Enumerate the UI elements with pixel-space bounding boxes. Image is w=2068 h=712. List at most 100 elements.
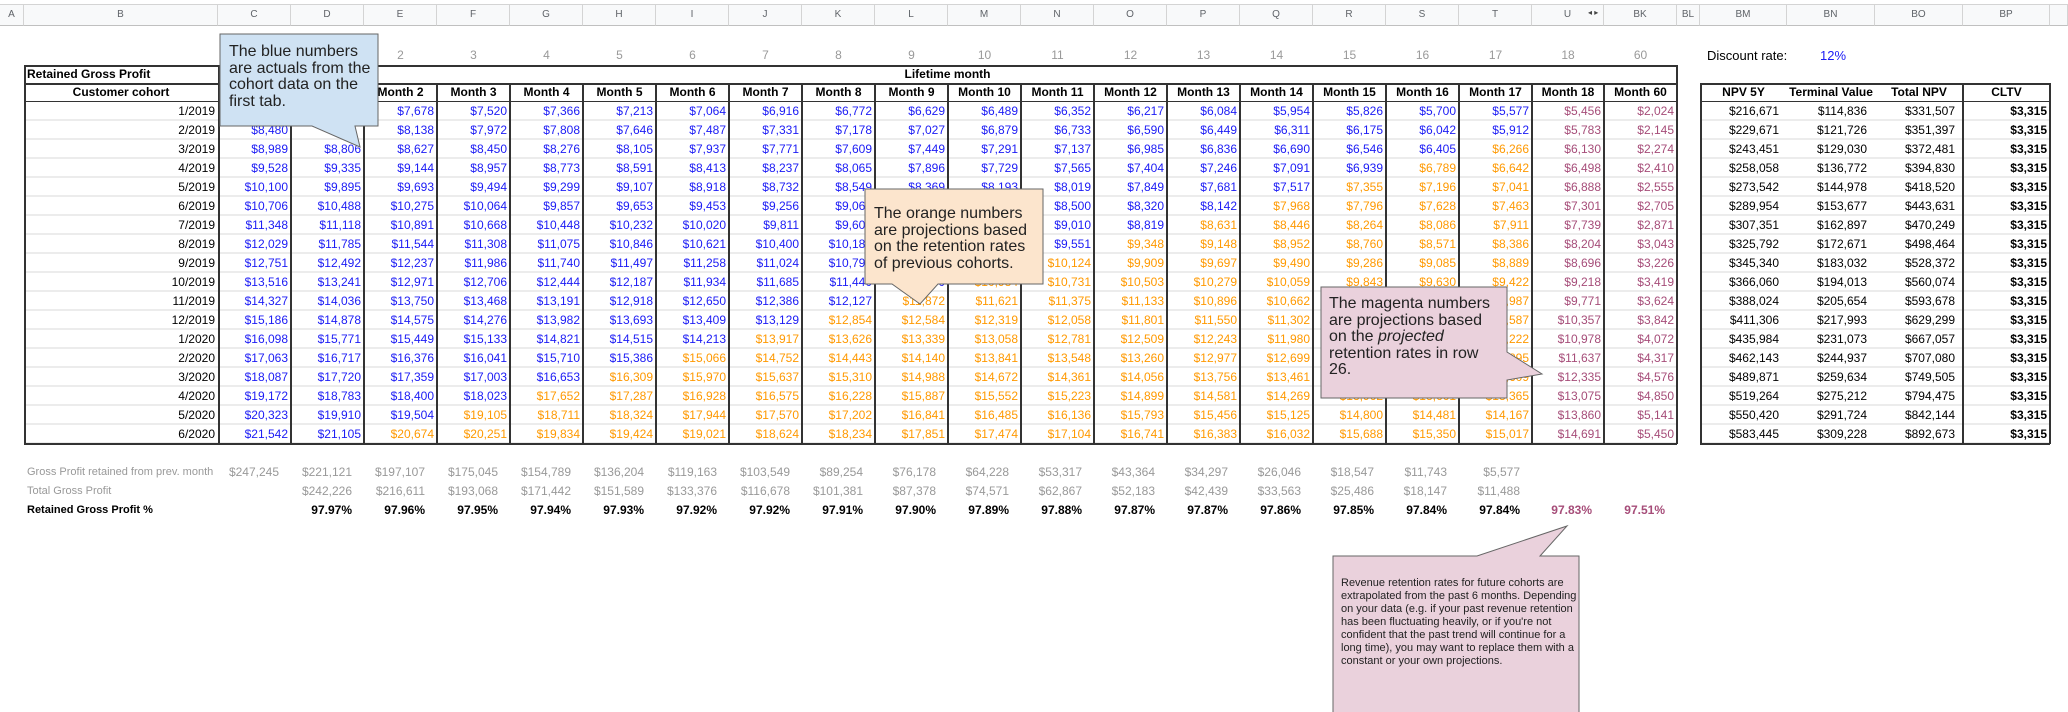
table-cell[interactable]: $7,291 (948, 140, 1021, 159)
table-cell[interactable]: $12,781 (1021, 330, 1094, 349)
arrow-left-icon[interactable]: ◂ (1588, 8, 1595, 17)
table-cell[interactable]: $7,739 (1532, 216, 1604, 235)
npv-cell[interactable]: $172,671 (1787, 235, 1875, 254)
arrow-right-icon[interactable]: ▸ (1594, 8, 1599, 17)
npv-cell[interactable]: $593,678 (1875, 292, 1963, 311)
column-header-bn[interactable]: BN (1787, 4, 1875, 26)
table-cell[interactable]: $9,605 (802, 216, 875, 235)
table-cell[interactable]: $19,172 (218, 387, 291, 406)
npv-cell[interactable]: $3,315 (1963, 387, 2050, 406)
table-cell[interactable]: $11,348 (218, 216, 291, 235)
summary-cell[interactable]: $216,611 (375, 484, 425, 498)
table-cell[interactable]: $14,672 (948, 368, 1021, 387)
table-cell[interactable]: $20,674 (364, 425, 437, 444)
table-cell[interactable]: $9,453 (656, 197, 729, 216)
table-cell[interactable]: $2,555 (1604, 178, 1677, 197)
npv-cell[interactable]: $388,024 (1700, 292, 1787, 311)
table-cell[interactable]: $10,020 (656, 216, 729, 235)
table-cell[interactable]: $10,357 (1532, 311, 1604, 330)
npv-cell[interactable]: $550,420 (1700, 406, 1787, 425)
table-cell[interactable]: $11,685 (729, 273, 802, 292)
table-cell[interactable]: $7,196 (1386, 178, 1459, 197)
table-cell[interactable]: $15,637 (729, 368, 802, 387)
summary-cell[interactable]: 97.87% (1114, 503, 1155, 517)
table-cell[interactable]: $11,621 (948, 292, 1021, 311)
table-cell[interactable]: $8,065 (802, 159, 875, 178)
table-cell[interactable]: $10,662 (1240, 292, 1313, 311)
table-cell[interactable]: $8,264 (1313, 216, 1386, 235)
table-cell[interactable]: $13,962 (1313, 387, 1386, 406)
npv-cell[interactable]: $309,228 (1787, 425, 1875, 444)
table-cell[interactable]: $6,449 (1167, 121, 1240, 140)
summary-cell[interactable]: $247,245 (228, 465, 279, 479)
summary-cell[interactable]: 97.89% (968, 503, 1009, 517)
table-cell[interactable]: $16,741 (1094, 425, 1167, 444)
npv-cell[interactable]: $3,315 (1963, 102, 2050, 121)
summary-cell[interactable]: $62,867 (1038, 484, 1082, 498)
summary-cell[interactable] (1532, 463, 1604, 482)
table-cell[interactable]: $6,789 (1386, 159, 1459, 178)
table-cell[interactable]: $12,058 (1021, 311, 1094, 330)
table-cell[interactable]: $7,968 (1240, 197, 1313, 216)
npv-cell[interactable]: $3,315 (1963, 330, 2050, 349)
npv-cell[interactable]: $3,315 (1963, 254, 2050, 273)
column-header-bk[interactable]: BK (1604, 4, 1677, 26)
npv-cell[interactable]: $231,073 (1787, 330, 1875, 349)
table-cell[interactable]: $12,706 (437, 273, 510, 292)
table-cell[interactable]: $6,888 (1532, 178, 1604, 197)
table-cell[interactable]: $14,056 (1094, 368, 1167, 387)
npv-cell[interactable]: $3,315 (1963, 159, 2050, 178)
table-cell[interactable]: $11,024 (729, 254, 802, 273)
table-cell[interactable]: $7,808 (510, 121, 583, 140)
summary-cell[interactable]: $53,317 (1038, 465, 1082, 479)
table-cell[interactable]: $10,124 (1021, 254, 1094, 273)
table-cell[interactable]: $12,127 (802, 292, 875, 311)
summary-cell[interactable]: 97.84% (1406, 503, 1447, 517)
table-cell[interactable]: $16,485 (948, 406, 1021, 425)
npv-cell[interactable]: $3,315 (1963, 197, 2050, 216)
table-cell[interactable]: $15,887 (875, 387, 948, 406)
column-header-b[interactable]: B (24, 4, 218, 26)
summary-cell[interactable]: 97.84% (1479, 503, 1520, 517)
table-cell[interactable]: $8,413 (656, 159, 729, 178)
table-cell[interactable]: $10,275 (364, 197, 437, 216)
summary-cell[interactable]: $197,107 (374, 465, 425, 479)
table-cell[interactable]: $16,136 (1021, 406, 1094, 425)
table-cell[interactable]: $11,544 (364, 235, 437, 254)
table-cell[interactable]: $9,490 (1240, 254, 1313, 273)
column-header-f[interactable]: F (437, 4, 510, 26)
table-cell[interactable]: $10,232 (583, 216, 656, 235)
table-cell[interactable]: $19,504 (364, 406, 437, 425)
table-cell[interactable]: $17,720 (291, 368, 364, 387)
column-header-k[interactable]: K (802, 4, 875, 26)
summary-cell[interactable]: 97.87% (1187, 503, 1228, 517)
table-cell[interactable]: $21,105 (291, 425, 364, 444)
npv-cell[interactable]: $629,299 (1875, 311, 1963, 330)
table-cell[interactable]: $12,751 (218, 254, 291, 273)
column-header-p[interactable]: P (1167, 4, 1240, 26)
table-cell[interactable]: $7,937 (656, 140, 729, 159)
table-cell[interactable]: $6,916 (729, 102, 802, 121)
table-cell[interactable]: $11,637 (1532, 349, 1604, 368)
table-cell[interactable]: $11,440 (802, 273, 875, 292)
summary-cell[interactable] (218, 501, 291, 520)
table-cell[interactable]: $13,982 (510, 311, 583, 330)
table-cell[interactable]: $19,910 (291, 406, 364, 425)
npv-cell[interactable]: $3,315 (1963, 425, 2050, 444)
npv-cell[interactable]: $411,306 (1700, 311, 1787, 330)
note-callout-text[interactable]: Revenue retention rates for future cohor… (1341, 577, 1577, 667)
table-cell[interactable]: $10,100 (218, 178, 291, 197)
table-cell[interactable]: $10,064 (437, 197, 510, 216)
summary-cell[interactable]: 97.95% (457, 503, 498, 517)
table-cell[interactable]: $8,773 (510, 159, 583, 178)
table-cell[interactable]: $8,193 (948, 178, 1021, 197)
table-cell[interactable]: $16,383 (1167, 425, 1240, 444)
column-header-q[interactable]: Q (1240, 4, 1313, 26)
npv-cell[interactable]: $217,993 (1787, 311, 1875, 330)
table-cell[interactable]: $6,266 (1459, 140, 1532, 159)
table-cell[interactable]: $15,456 (1167, 406, 1240, 425)
table-cell[interactable]: $10,621 (656, 235, 729, 254)
table-cell[interactable]: $9,085 (1386, 254, 1459, 273)
table-cell[interactable]: $11,785 (291, 235, 364, 254)
table-cell[interactable]: $8,806 (291, 140, 364, 159)
